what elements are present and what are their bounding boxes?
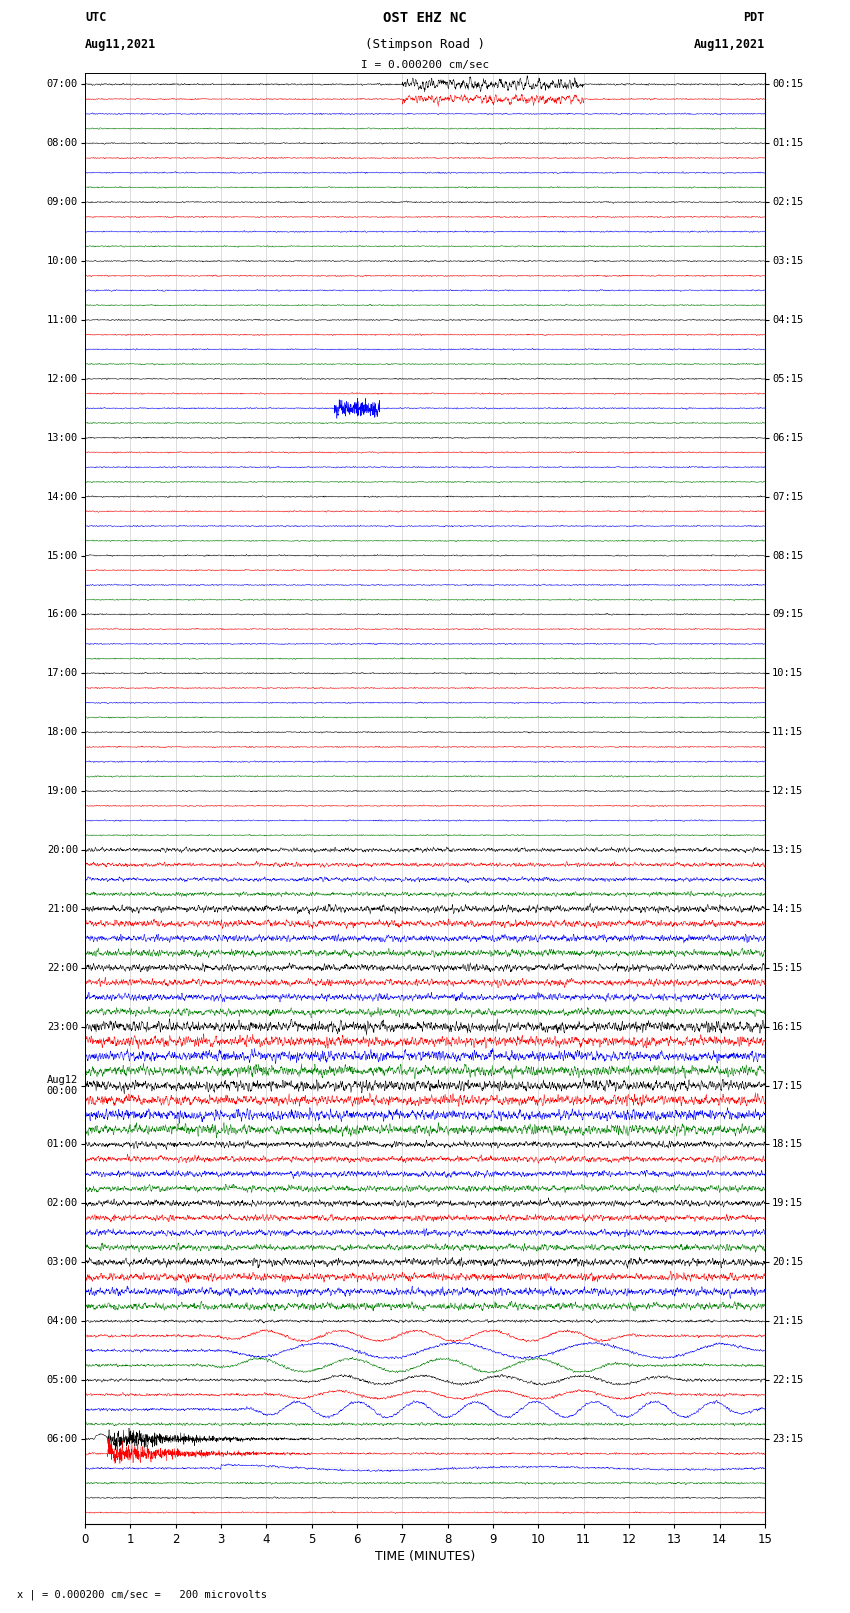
Text: UTC: UTC [85, 11, 106, 24]
Text: PDT: PDT [744, 11, 765, 24]
Text: Aug11,2021: Aug11,2021 [85, 37, 156, 50]
Text: (Stimpson Road ): (Stimpson Road ) [365, 37, 485, 50]
Text: OST EHZ NC: OST EHZ NC [383, 11, 467, 24]
Text: Aug11,2021: Aug11,2021 [694, 37, 765, 50]
Text: x | = 0.000200 cm/sec =   200 microvolts: x | = 0.000200 cm/sec = 200 microvolts [17, 1589, 267, 1600]
Text: I = 0.000200 cm/sec: I = 0.000200 cm/sec [361, 60, 489, 69]
X-axis label: TIME (MINUTES): TIME (MINUTES) [375, 1550, 475, 1563]
